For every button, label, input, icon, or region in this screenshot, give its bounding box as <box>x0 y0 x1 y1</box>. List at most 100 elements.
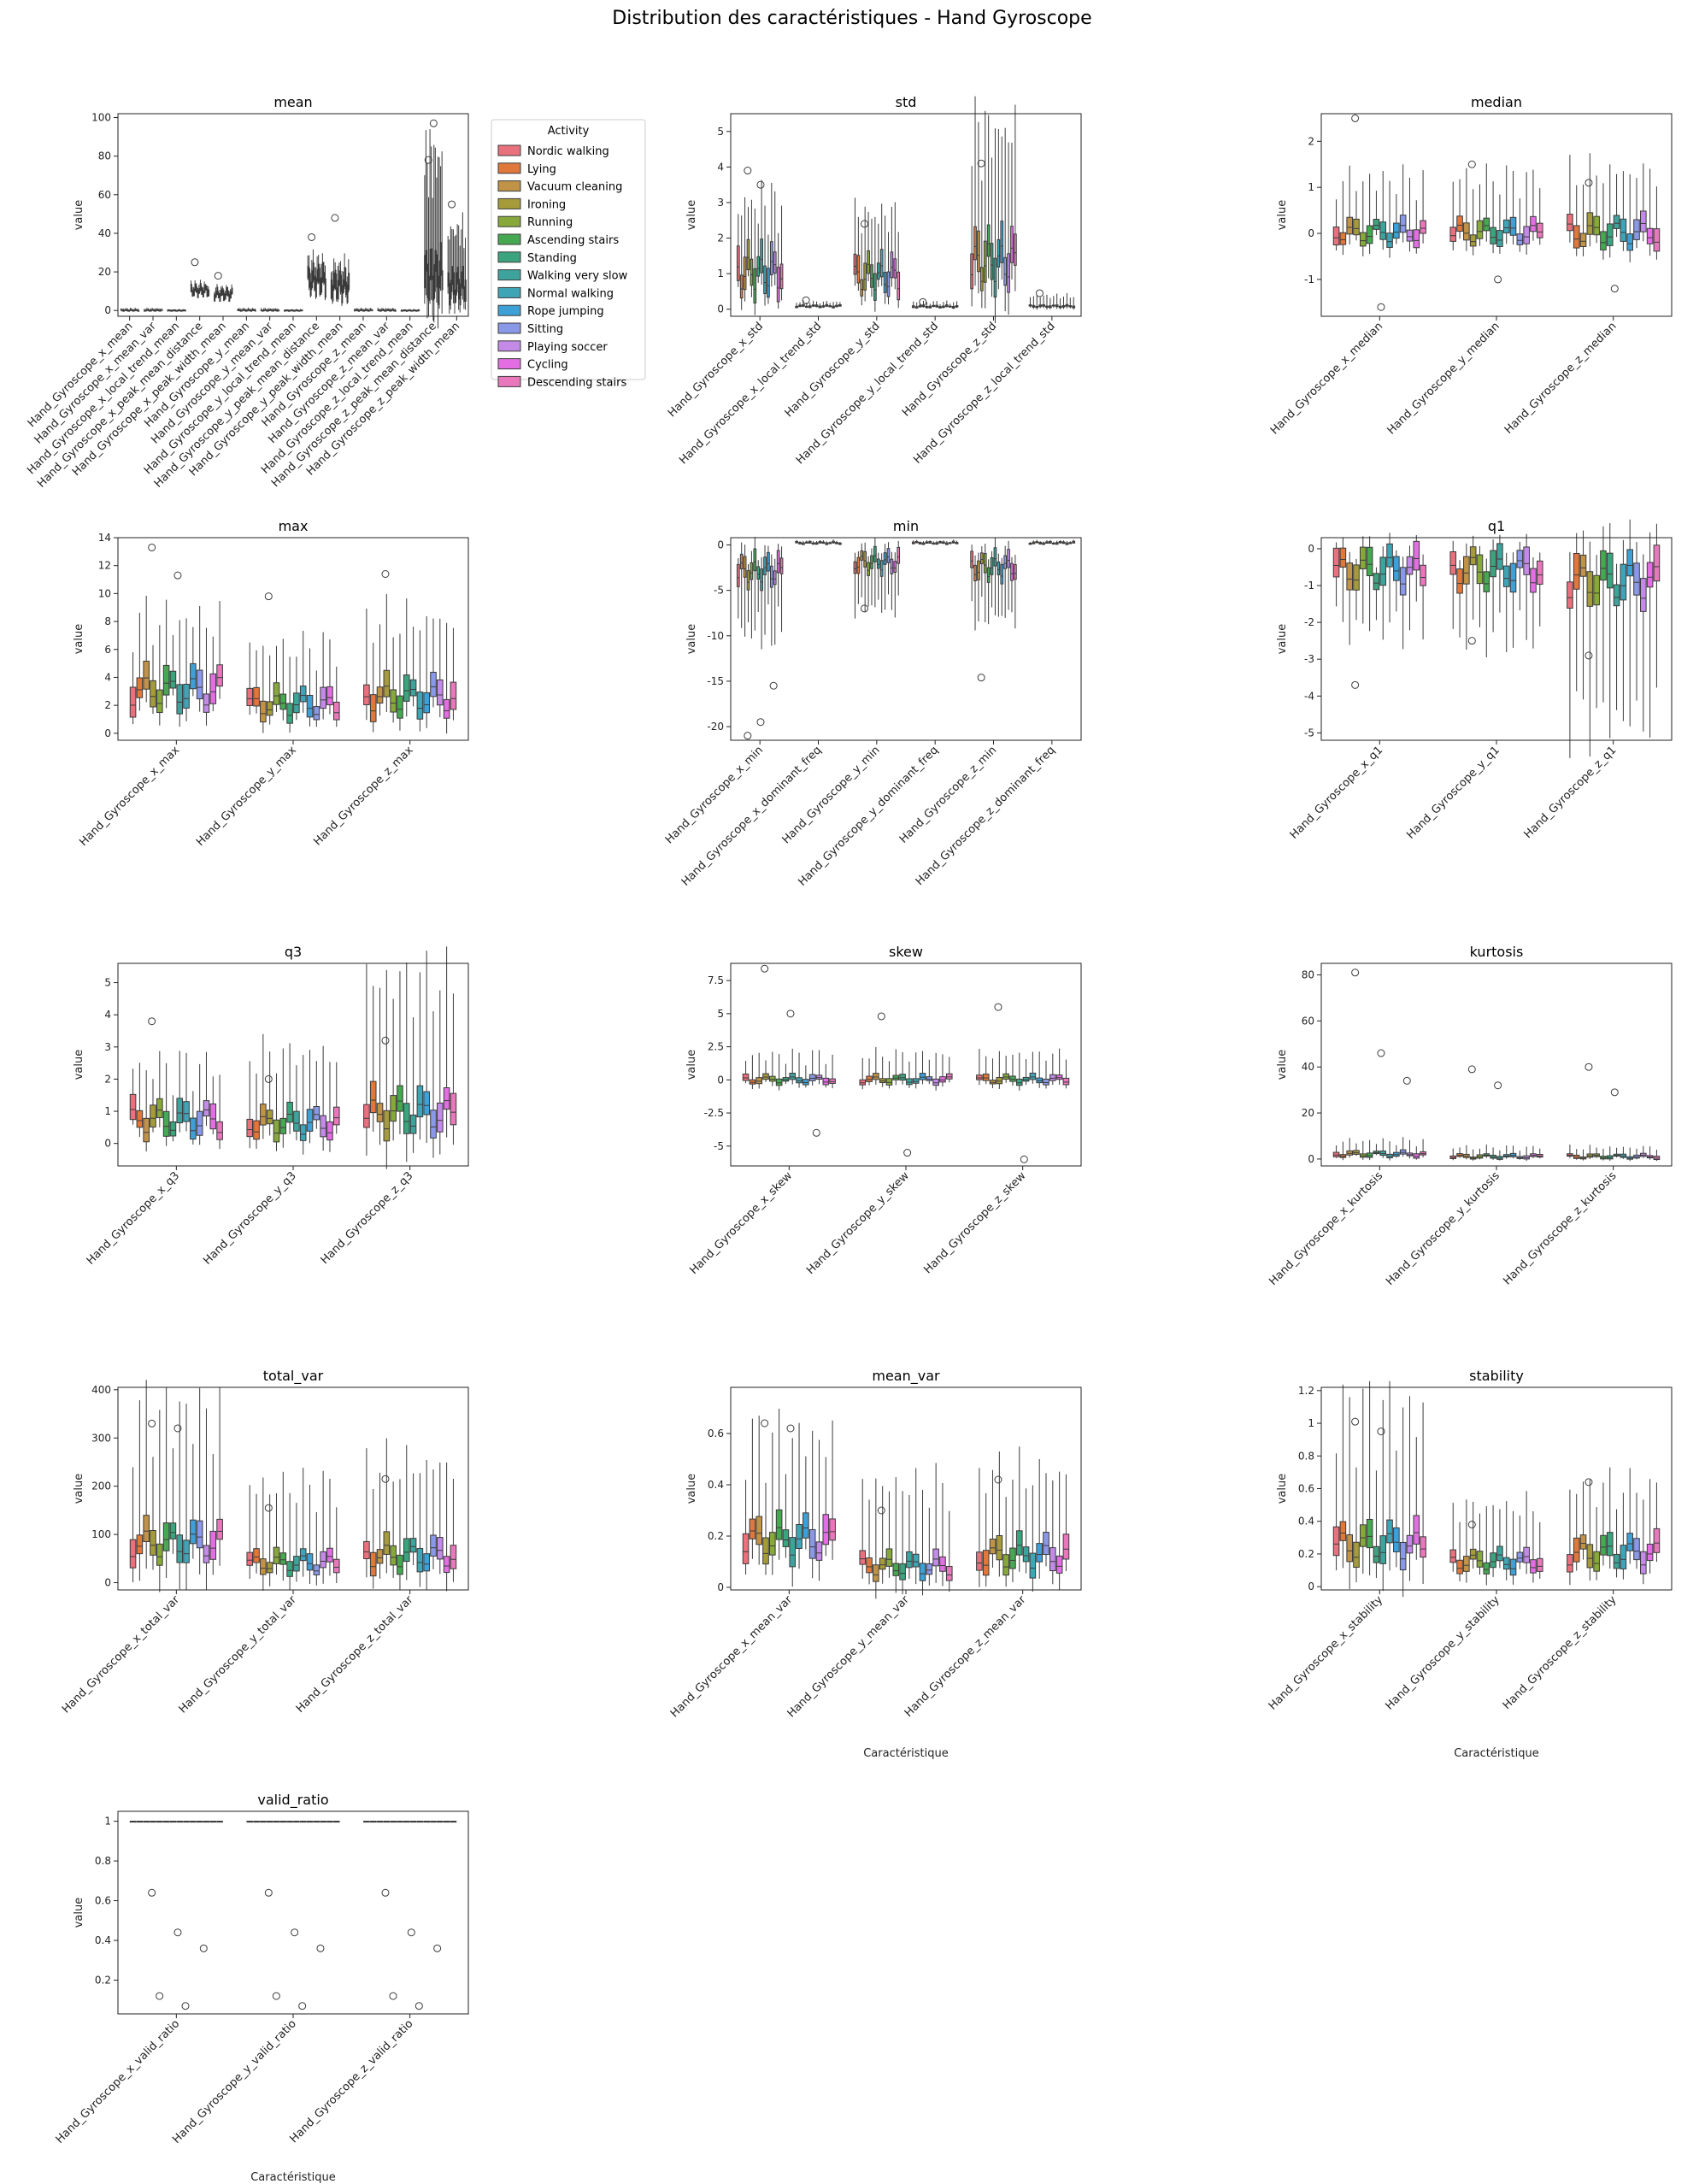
outlier-point <box>1494 275 1502 284</box>
y-tick-label: 0 <box>1308 227 1314 239</box>
y-tick-label: 2 <box>1308 135 1314 147</box>
box-body <box>1620 1545 1627 1569</box>
box-group <box>354 307 373 312</box>
box-body <box>1366 225 1373 244</box>
box-body <box>897 546 901 564</box>
x-tick-label: Hand_Gyroscope_z_total_var <box>294 1593 416 1716</box>
box-body <box>939 1556 946 1572</box>
outlier-point <box>381 1036 390 1045</box>
outlier-point <box>424 156 432 164</box>
y-tick-label: 0 <box>104 727 111 739</box>
outlier-point <box>903 1149 912 1157</box>
box-body <box>1476 220 1484 239</box>
x-tick-label: Hand_Gyroscope_x_mean_var <box>668 1593 796 1721</box>
box-body <box>443 698 450 719</box>
box-body <box>1640 578 1647 612</box>
box-body <box>1523 226 1530 244</box>
x-tick-label: Hand_Gyroscope_y_kurtosis <box>1384 1169 1502 1288</box>
outlier-point <box>977 674 985 682</box>
box-body <box>1626 549 1633 577</box>
box-body <box>1613 215 1620 229</box>
box-body <box>1476 554 1484 585</box>
box-body <box>279 693 287 710</box>
y-axis-label: value <box>73 1050 85 1080</box>
box-body <box>1353 218 1360 236</box>
x-tick-label: Hand_Gyroscope_y_q3 <box>201 1169 298 1267</box>
box-body <box>1483 217 1490 232</box>
x-tick-label: Hand_Gyroscope_x_std <box>666 320 766 420</box>
box-body <box>452 272 455 296</box>
outlier-point <box>316 1944 325 1952</box>
box-body <box>416 1548 424 1573</box>
panel-title: max <box>279 518 309 534</box>
outlier-point <box>786 1010 795 1018</box>
legend-swatch <box>497 144 521 156</box>
box-body <box>1573 552 1580 590</box>
x-tick-label: Hand_Gyroscope_x_median <box>1268 320 1385 437</box>
box-body <box>423 1553 430 1572</box>
box-body <box>979 552 984 565</box>
box-group <box>363 1438 457 1592</box>
y-tick-label: 0.6 <box>1298 1483 1314 1495</box>
box-body <box>863 262 867 291</box>
box-body <box>976 1074 983 1080</box>
outlier-point <box>1494 1081 1502 1090</box>
box-group <box>424 119 444 329</box>
legend-entry-label: Lying <box>527 163 556 176</box>
box-group <box>911 297 959 309</box>
box-body <box>803 1079 809 1086</box>
box-body <box>447 272 450 287</box>
outlier-point <box>994 1475 1002 1484</box>
outlier-point <box>1467 160 1476 168</box>
box-body <box>136 677 144 698</box>
outlier-point <box>148 1888 156 1897</box>
box-body <box>993 257 997 298</box>
box-body <box>756 256 761 277</box>
box-body <box>1346 216 1353 235</box>
box-body <box>1536 1557 1543 1572</box>
legend-entry-label: Standing <box>527 252 577 265</box>
box-body <box>450 280 452 300</box>
y-tick-label: -3 <box>1304 653 1314 665</box>
y-tick-label: 0.6 <box>708 1428 724 1439</box>
outlier-point <box>264 1504 273 1512</box>
box-body <box>1490 227 1496 244</box>
box-body <box>436 254 438 288</box>
outlier-point <box>199 1944 208 1952</box>
box-body <box>1469 234 1477 247</box>
box-body <box>317 263 320 283</box>
outlier-point <box>433 1944 442 1952</box>
box-body <box>1049 1547 1056 1572</box>
box-body <box>246 1551 254 1566</box>
box-body <box>1029 1072 1037 1080</box>
box-body <box>973 226 977 261</box>
legend-swatch <box>497 375 521 387</box>
outlier-point <box>381 1888 390 1897</box>
box-body <box>1600 231 1607 250</box>
box-body <box>976 1551 983 1571</box>
box-body <box>209 1103 217 1130</box>
box-body <box>1502 565 1510 587</box>
box-body <box>1573 1537 1580 1563</box>
box-body <box>1002 1554 1009 1576</box>
outlier-point <box>173 571 182 580</box>
y-tick-label: 1 <box>1308 1417 1314 1429</box>
y-tick-label: -2 <box>1304 616 1314 628</box>
box-body <box>1043 1078 1049 1086</box>
legend-entry-label: Vacuum cleaning <box>527 181 622 194</box>
box-body <box>853 561 857 574</box>
box-body <box>1007 253 1010 293</box>
legend-entry-label: Sitting <box>527 323 563 336</box>
outlier-point <box>272 1992 280 2000</box>
box-body <box>229 291 232 299</box>
box-body <box>383 1531 391 1555</box>
y-tick-label: 100 <box>91 1528 111 1540</box>
box-body <box>796 1077 803 1084</box>
box-body <box>216 286 219 296</box>
box-group <box>736 537 784 740</box>
box-body <box>1379 1151 1387 1157</box>
box-body <box>893 258 897 279</box>
box-body <box>866 1557 873 1574</box>
y-tick-label: 0.6 <box>95 1895 111 1907</box>
y-tick-label: 1.2 <box>1298 1385 1314 1397</box>
